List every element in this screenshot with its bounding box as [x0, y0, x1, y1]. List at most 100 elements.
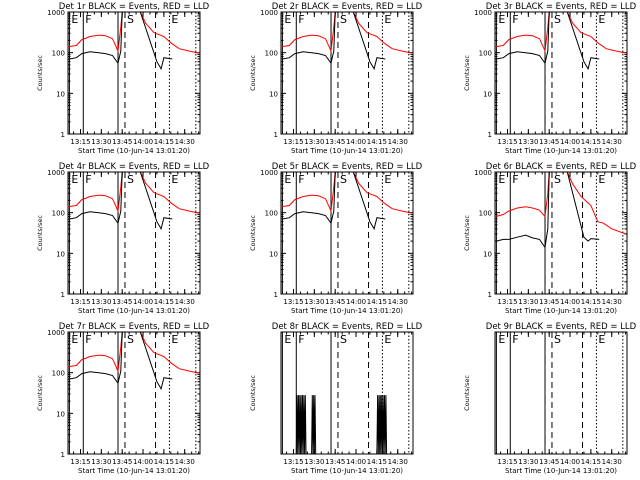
event-marker-label: S	[127, 333, 134, 346]
y-tick-label: 1000	[260, 169, 278, 177]
x-axis-label: Start Time (10-Jun-14 13:01:20)	[505, 147, 617, 155]
y-tick-label: 10	[269, 90, 278, 98]
x-tick-label: 13:45	[112, 298, 132, 306]
x-tick-label: 14:15	[581, 298, 601, 306]
events-series-line	[69, 171, 173, 231]
x-tick-label: 13:30	[304, 458, 324, 466]
y-tick-label: 1	[61, 451, 65, 459]
panel-det-1: Det 1r BLACK = Events, RED = LLD Counts/s…	[36, 2, 210, 155]
x-tick-label: 14:15	[154, 298, 174, 306]
event-marker-label: E	[71, 13, 78, 26]
y-tick-label: 1000	[474, 9, 492, 17]
y-tick-label: 1	[61, 131, 65, 139]
x-tick-label: 13:45	[539, 138, 559, 146]
x-tick-label: 13:45	[325, 138, 345, 146]
event-marker-label: S	[554, 173, 561, 186]
plot-frame	[280, 171, 414, 295]
x-tick-label: 13:30	[304, 298, 324, 306]
y-tick-label: 1	[488, 131, 492, 139]
x-tick-label: 13:30	[91, 298, 111, 306]
events-series-line	[496, 171, 600, 249]
events-series-line	[69, 11, 173, 71]
event-marker-label: E	[498, 173, 505, 186]
x-tick-label: 13:30	[91, 458, 111, 466]
event-marker-label: F	[298, 173, 304, 186]
y-axis-label: Counts/sec	[249, 215, 257, 251]
event-marker-label: E	[284, 173, 291, 186]
x-axis-label: Start Time (10-Jun-14 13:01:20)	[505, 467, 617, 475]
y-tick-label: 1	[488, 291, 492, 299]
plot-frame	[494, 11, 628, 135]
panel-title: Det 7r BLACK = Events, RED = LLD	[59, 322, 210, 332]
y-tick-label: 100	[52, 210, 65, 218]
event-marker-label: E	[384, 173, 391, 186]
x-tick-label: 13:30	[518, 298, 538, 306]
event-marker-label: F	[85, 13, 91, 26]
panel-det-5: Det 5r BLACK = Events, RED = LLD Counts/s…	[249, 162, 423, 315]
x-tick-label: 14:30	[175, 138, 195, 146]
plot-frame	[494, 331, 628, 455]
event-marker-label: F	[298, 333, 304, 346]
x-tick-label: 14:00	[346, 458, 366, 466]
y-tick-label: 10	[56, 90, 65, 98]
x-tick-label: 13:30	[518, 138, 538, 146]
y-axis-label: Counts/sec	[36, 215, 44, 251]
x-tick-label: 13:15	[70, 298, 90, 306]
events-series-line	[496, 11, 600, 71]
x-tick-label: 14:00	[346, 298, 366, 306]
y-axis-label: Counts/sec	[249, 55, 257, 91]
x-axis-label: Start Time (10-Jun-14 13:01:20)	[505, 307, 617, 315]
y-tick-label: 100	[265, 50, 278, 58]
x-tick-label: 13:15	[497, 298, 517, 306]
y-tick-label: 10	[483, 250, 492, 258]
event-marker-label: E	[284, 333, 291, 346]
panel-title: Det 2r BLACK = Events, RED = LLD	[272, 2, 423, 12]
event-marker-label: E	[284, 13, 291, 26]
x-axis-label: Start Time (10-Jun-14 13:01:20)	[78, 147, 190, 155]
panel-det-9: Det 9r BLACK = Events, RED = LLD Counts/s…	[463, 322, 637, 475]
y-axis-label: Counts/sec	[249, 375, 257, 411]
x-tick-label: 13:15	[497, 458, 517, 466]
event-marker-label: S	[340, 333, 347, 346]
y-tick-label: 1	[274, 131, 278, 139]
plot-frame	[67, 171, 201, 295]
x-axis-label: Start Time (10-Jun-14 13:01:20)	[78, 307, 190, 315]
x-tick-label: 14:30	[602, 138, 622, 146]
event-marker-label: F	[85, 333, 91, 346]
event-marker-label: E	[498, 13, 505, 26]
x-tick-label: 13:45	[539, 458, 559, 466]
x-tick-label: 14:15	[154, 138, 174, 146]
x-tick-label: 14:30	[388, 298, 408, 306]
event-marker-label: E	[598, 173, 605, 186]
x-tick-label: 14:15	[581, 458, 601, 466]
y-tick-label: 10	[56, 410, 65, 418]
event-marker-label: S	[554, 333, 561, 346]
panel-det-4: Det 4r BLACK = Events, RED = LLD Counts/s…	[36, 162, 210, 315]
events-series-line	[282, 11, 386, 71]
panel-det-2: Det 2r BLACK = Events, RED = LLD Counts/s…	[249, 2, 423, 155]
plot-frame	[494, 171, 628, 295]
y-axis-label: Counts/sec	[463, 375, 471, 411]
x-tick-label: 14:30	[388, 458, 408, 466]
plot-frame	[67, 331, 201, 455]
event-marker-label: E	[598, 333, 605, 346]
plot-frame	[280, 11, 414, 135]
y-tick-label: 1	[61, 291, 65, 299]
y-tick-label: 1000	[47, 9, 65, 17]
y-tick-label: 100	[479, 50, 492, 58]
panel-title: Det 6r BLACK = Events, RED = LLD	[486, 162, 637, 172]
x-tick-label: 13:15	[70, 138, 90, 146]
x-tick-label: 14:15	[367, 138, 387, 146]
events-series-line	[295, 395, 388, 455]
y-tick-label: 1000	[474, 169, 492, 177]
event-marker-label: E	[171, 13, 178, 26]
x-tick-label: 14:15	[154, 458, 174, 466]
x-tick-label: 13:45	[539, 298, 559, 306]
panel-det-6: Det 6r BLACK = Events, RED = LLD Counts/s…	[463, 162, 637, 315]
x-tick-label: 14:15	[581, 138, 601, 146]
x-tick-label: 14:00	[560, 298, 580, 306]
x-tick-label: 14:30	[175, 458, 195, 466]
x-tick-label: 13:45	[112, 458, 132, 466]
x-tick-label: 14:30	[602, 458, 622, 466]
